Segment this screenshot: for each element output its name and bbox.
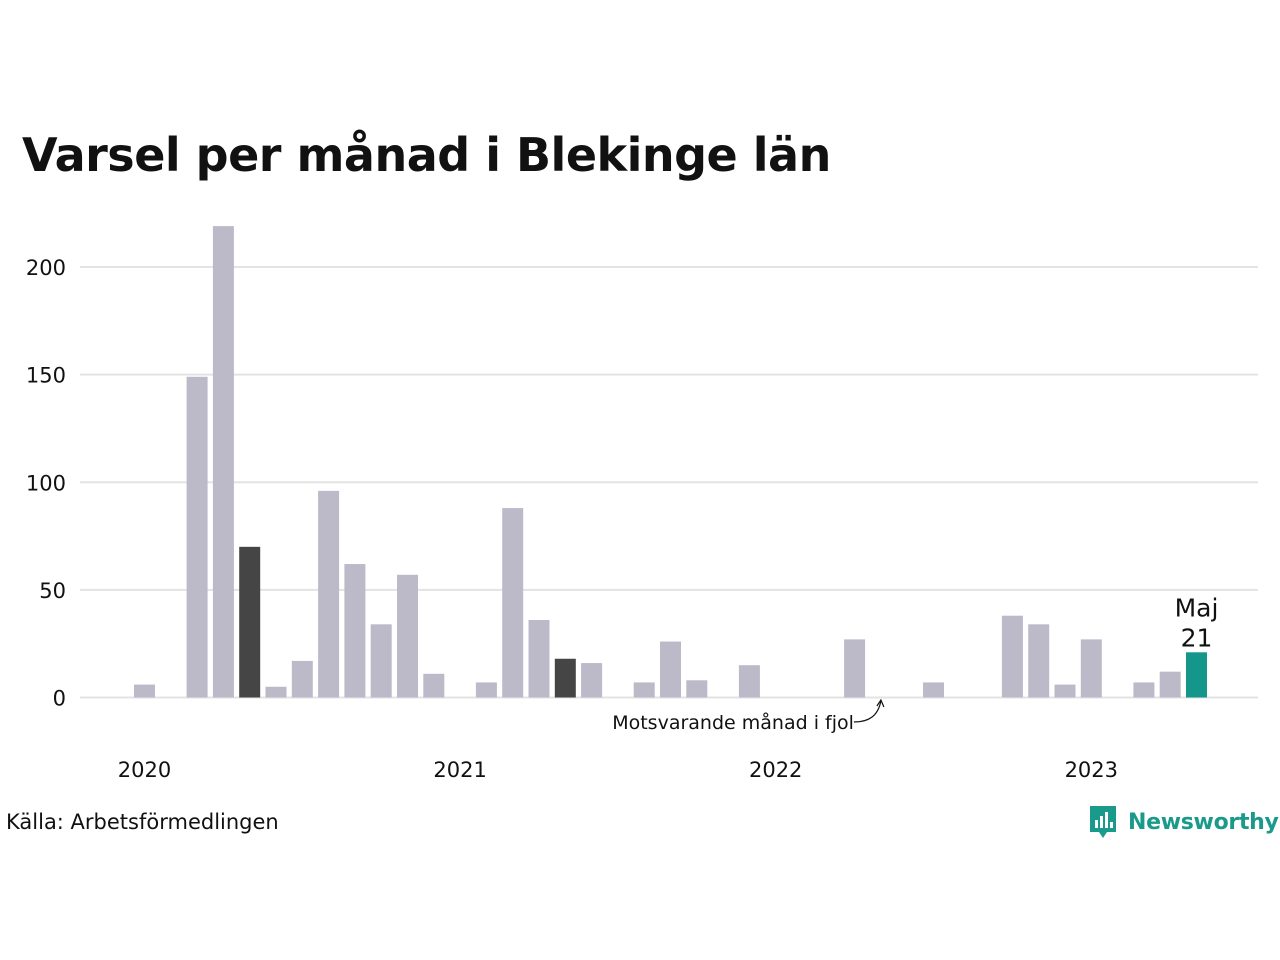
highlight-month-label: Maj [1175, 593, 1219, 622]
brand-logo: Newsworthy [1088, 804, 1279, 840]
bar-2021-04 [528, 620, 550, 698]
bar-2023-03 [1133, 682, 1155, 698]
bar-2020-10 [370, 624, 392, 698]
bar-2020-07 [291, 660, 313, 698]
bar-2020-03 [186, 376, 208, 698]
bar-2020-11 [397, 574, 418, 698]
bar-2022-10 [1001, 615, 1023, 698]
annotation: Motsvarande månad i fjol [612, 698, 885, 734]
bar-2023-05 [1186, 652, 1207, 698]
bar-2021-10 [686, 680, 708, 698]
bar-2023-01 [1080, 639, 1102, 698]
bar-2021-03 [502, 508, 524, 698]
bars [134, 226, 1207, 698]
x-tick-label: 2020 [118, 758, 171, 782]
bar-2020-06 [265, 686, 287, 698]
bar-2020-08 [318, 490, 340, 698]
bar-2022-12 [1054, 684, 1076, 698]
bar-2021-02 [475, 682, 497, 698]
x-tick-label: 2022 [749, 758, 802, 782]
bar-2020-12 [423, 673, 445, 698]
newsworthy-logo-icon [1090, 806, 1116, 838]
y-axis-ticks: 0 50 100 150 200 [26, 256, 66, 711]
bar-2021-08 [633, 682, 655, 698]
x-axis-ticks: 2020 2021 2022 2023 [118, 758, 1118, 782]
bar-2020-05 [239, 546, 261, 698]
bar-2020-09 [344, 564, 366, 698]
annotation-arrowhead [876, 698, 885, 708]
y-tick-label: 200 [26, 256, 66, 280]
bar-2023-04 [1159, 671, 1181, 698]
highlight-value-label: 21 [1181, 623, 1213, 652]
x-tick-label: 2023 [1065, 758, 1118, 782]
bar-2020-01 [134, 684, 155, 698]
x-tick-label: 2021 [433, 758, 486, 782]
y-tick-label: 50 [39, 579, 66, 603]
bar-2021-12 [738, 665, 760, 698]
y-tick-label: 150 [26, 364, 66, 388]
chart-title: Varsel per månad i Blekinge län [22, 128, 831, 182]
bar-2020-04 [212, 226, 234, 698]
annotation-label: Motsvarande månad i fjol [612, 711, 854, 734]
brand-name: Newsworthy [1128, 809, 1279, 835]
bar-2022-04 [844, 639, 866, 698]
annotation-arrow [853, 700, 882, 723]
highlight-labels: Maj 21 [1175, 593, 1219, 652]
source-label: Källa: Arbetsförmedlingen [6, 810, 279, 834]
bar-2022-11 [1028, 624, 1050, 698]
bar-2021-05 [554, 658, 576, 698]
y-tick-label: 0 [53, 687, 66, 711]
bar-2021-06 [581, 663, 603, 698]
y-tick-label: 100 [26, 471, 66, 495]
bar-2021-09 [660, 641, 681, 698]
bar-2022-07 [923, 682, 944, 698]
